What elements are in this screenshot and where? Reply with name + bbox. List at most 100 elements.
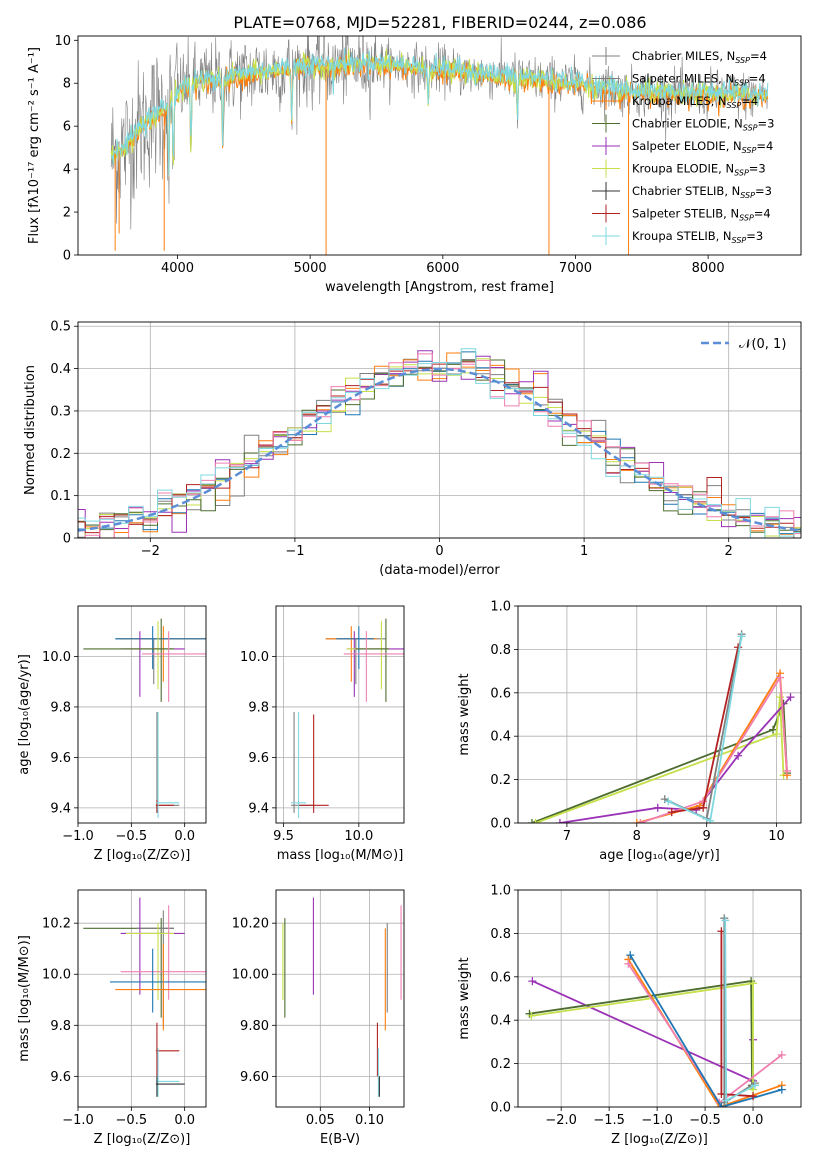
spectrum-model-line	[110, 48, 768, 174]
mass-weight-point	[769, 725, 778, 734]
mass_weight_vs_Z-plot-area	[525, 914, 786, 1107]
y-tick-label: 0.4	[50, 362, 71, 377]
x-tick-label: 10.0	[344, 829, 373, 844]
histogram-step-line	[78, 350, 801, 538]
x-axis-label: Z [log₁₀(Z/Z⊙)]	[94, 848, 191, 863]
y-tick-label: 10.00	[232, 968, 269, 983]
y-tick-label: 9.8	[248, 700, 269, 715]
x-tick-label: 0	[435, 544, 443, 559]
x-tick-label: 0.10	[355, 1113, 384, 1128]
y-tick-label: 0.6	[490, 970, 511, 985]
mass_vs_Z-grid	[77, 890, 206, 1107]
y-tick-label: 9.4	[50, 801, 71, 816]
residual_histogram-plot-area	[78, 348, 801, 538]
mass-weight-point	[777, 1085, 786, 1094]
x-tick-label: −1.5	[593, 1113, 625, 1128]
spectrum-panel: 4000 5000 6000 7000 8000 0 2 4 6 8 10 wavelength [A…	[27, 34, 802, 295]
x-tick-label: 1	[580, 544, 588, 559]
x-axis-label: Z [log₁₀(Z/Z⊙)]	[94, 1132, 191, 1147]
axes-frame	[517, 605, 802, 824]
mass-weight-point	[527, 1011, 536, 1020]
y-axis-label: mass weight	[457, 957, 472, 1039]
legend-entry: Chabrier ELODIE, NSSP=3	[632, 117, 774, 133]
x-tick-label: −1.0	[62, 1113, 94, 1128]
y-tick-label: 0.2	[490, 773, 511, 788]
mass-weight-point	[772, 730, 781, 739]
mass-weight-point	[632, 819, 641, 823]
y-tick-label: 9.4	[248, 801, 269, 816]
age_vs_Z-plot-area	[83, 618, 206, 818]
mass-weight-point	[531, 819, 540, 823]
y-tick-label: 2	[63, 206, 71, 221]
axes-frame	[77, 889, 207, 1108]
y-tick-label: 0.2	[490, 1057, 511, 1072]
x-tick-label: 0.0	[174, 829, 195, 844]
x-axis-label: mass [log₁₀(M/M⊙)]	[277, 848, 404, 863]
legend-entry: 𝒩(0, 1)	[739, 337, 786, 352]
mass-weight-point	[706, 816, 715, 823]
y-tick-label: 8	[63, 77, 71, 92]
axes-frame	[275, 889, 405, 1108]
spectrum-plot-area	[110, 36, 769, 255]
y-tick-label: 9.6	[50, 751, 71, 766]
mass-weight-point	[555, 819, 564, 823]
legend-entry: Salpeter ELODIE, NSSP=4	[632, 139, 773, 155]
mass_vs_EBV-grid	[276, 890, 404, 1107]
spectrum-model-line	[110, 47, 769, 177]
mass_vs_EBV-panel: 0.05 0.10 9.60 9.80 10.00 10.20 E(B-V)	[232, 889, 405, 1147]
mass_vs_Z-panel: −1.0 −0.5 0.0 9.6 9.8 10.0 10.2 Z [log₁₀(Z/Z⊙)]…	[17, 889, 207, 1147]
mass_vs_EBV-plot-area	[282, 897, 402, 1097]
x-tick-label: 7000	[559, 261, 592, 276]
mass-weight-point	[786, 693, 795, 702]
y-tick-label: 0.5	[50, 320, 71, 335]
legend-entry: Chabrier MILES, NSSP=4	[632, 49, 767, 65]
x-tick-label: 5000	[294, 261, 327, 276]
y-tick-label: 0.8	[490, 643, 511, 658]
mass-weight-series-line	[664, 634, 743, 821]
legend-entry: Kroupa STELIB, NSSP=3	[632, 229, 763, 245]
y-tick-label: 0.6	[490, 686, 511, 701]
mass-weight-series-line	[529, 980, 753, 1086]
mass-weight-point	[734, 751, 743, 760]
x-tick-label: 8000	[692, 261, 725, 276]
x-tick-label: 0.0	[174, 1113, 195, 1128]
mass-weight-series-line	[535, 697, 785, 823]
mass-weight-series-line	[667, 636, 743, 823]
x-axis-label: E(B-V)	[320, 1132, 360, 1147]
spectrum-data-line	[110, 36, 768, 230]
axes-frame	[77, 35, 802, 256]
age_vs_mass-panel: 9.5 10.0 9.4 9.6 9.8 10.0 mass [log₁₀(M/M⊙)]	[240, 605, 405, 863]
y-tick-label: 9.80	[240, 1019, 269, 1034]
x-tick-label: 0.0	[743, 1113, 764, 1128]
y-tick-label: 1.0	[490, 600, 511, 615]
mass-weight-point	[783, 766, 792, 775]
x-tick-label: −0.5	[116, 1113, 148, 1128]
mass-weight-point	[664, 797, 673, 806]
y-tick-label: 0.4	[490, 1014, 511, 1029]
x-tick-label: 6000	[426, 261, 459, 276]
mass-weight-series-line	[636, 670, 788, 823]
x-axis-label: age [log₁₀(age/yr)]	[599, 848, 720, 863]
mass-weight-point	[528, 977, 537, 986]
mass-weight-series-line	[629, 954, 783, 1107]
y-tick-label: 0.8	[490, 927, 511, 942]
y-axis-label: age [log₁₀(age/yr)]	[17, 654, 32, 775]
figure-title: PLATE=0768, MJD=52281, FIBERID=0244, z=0…	[233, 13, 646, 32]
y-tick-label: 9.60	[240, 1070, 269, 1085]
y-tick-label: 4	[63, 163, 71, 178]
x-tick-label: 10	[768, 829, 785, 844]
mass-weight-point	[699, 803, 708, 812]
x-tick-label: 7	[563, 829, 571, 844]
axes-frame	[77, 605, 207, 824]
x-tick-label: −0.5	[116, 829, 148, 844]
mass_weight_vs_age-grid	[518, 605, 801, 824]
y-tick-label: 6	[63, 120, 71, 135]
histogram-step-line	[78, 348, 801, 538]
y-tick-label: 0.0	[490, 1101, 511, 1116]
axes-frame	[517, 889, 802, 1108]
mass_weight_vs_Z-grid	[518, 889, 801, 1108]
y-tick-label: 9.8	[50, 1019, 71, 1034]
x-axis-label: wavelength [Angstrom, rest frame]	[325, 280, 554, 295]
